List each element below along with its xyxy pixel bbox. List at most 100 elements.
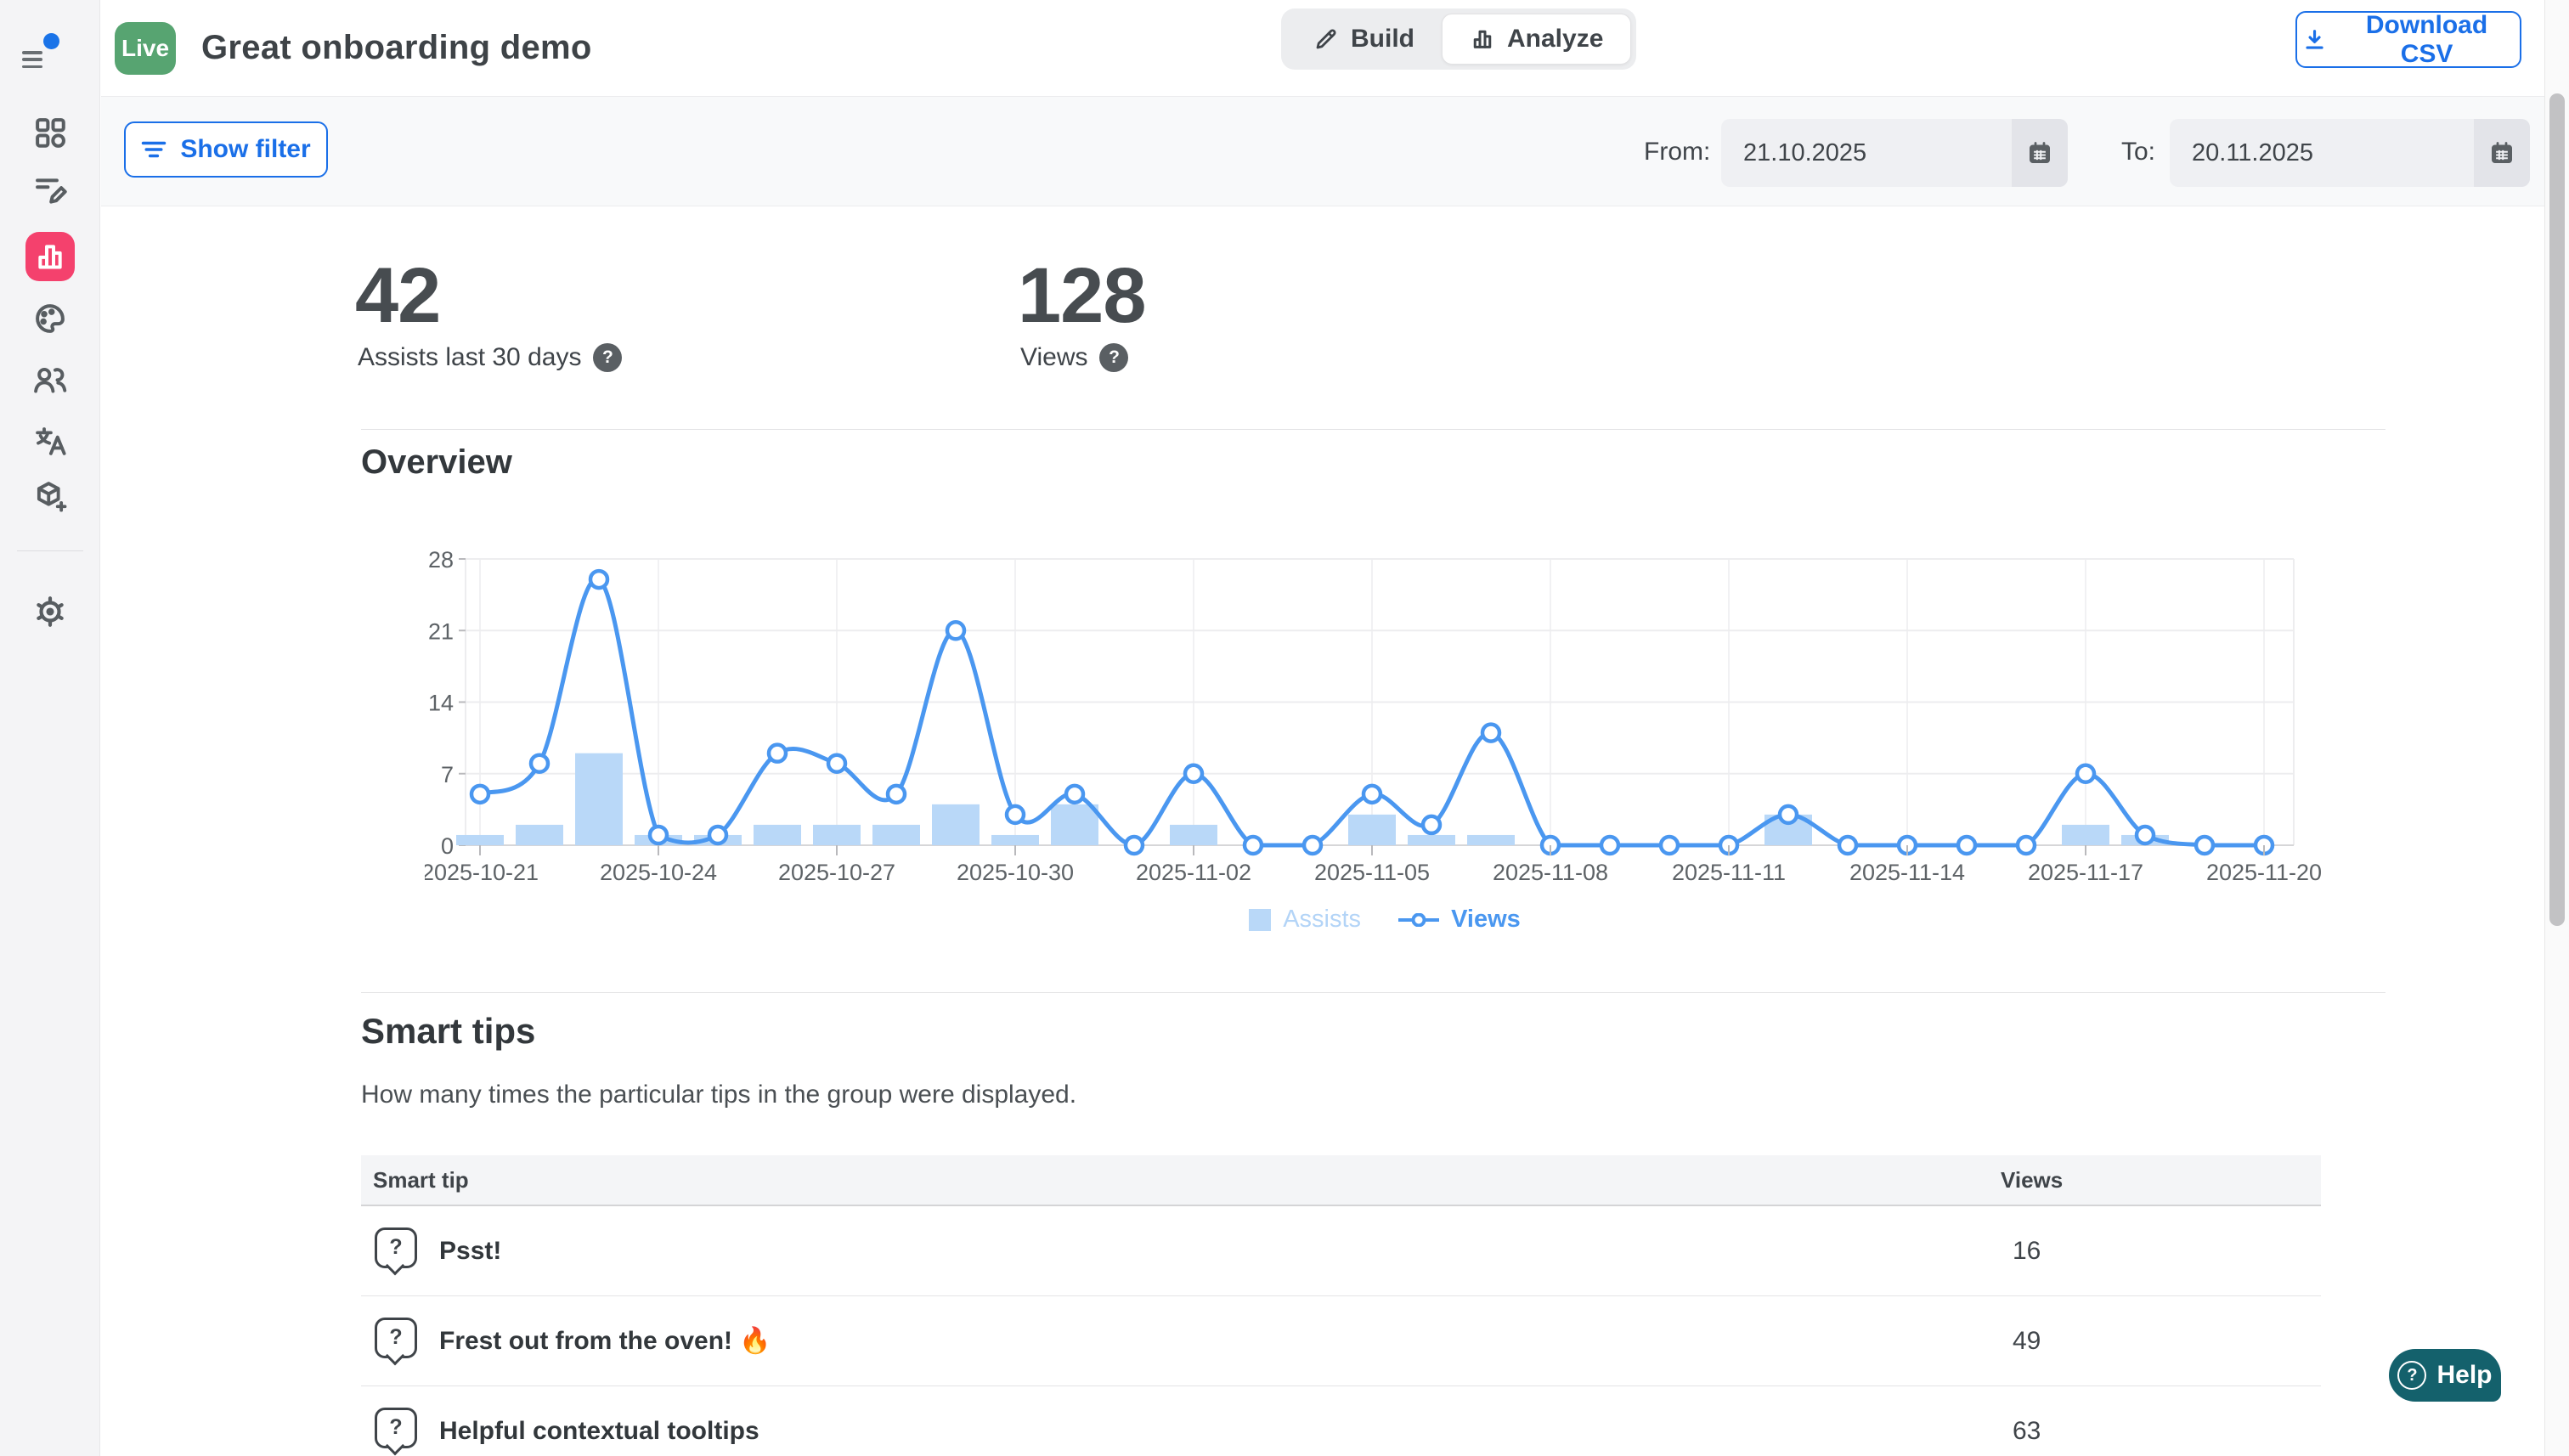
views-point[interactable] — [945, 620, 967, 641]
views-point[interactable] — [588, 568, 610, 590]
sidebar-item-integrations[interactable] — [0, 471, 100, 522]
scrollbar-track[interactable] — [2544, 0, 2569, 1456]
views-point[interactable] — [1480, 722, 1502, 743]
from-label: From: — [1644, 138, 1711, 166]
notification-dot — [43, 33, 59, 49]
views-point[interactable] — [1658, 834, 1680, 856]
views-point[interactable] — [1183, 763, 1205, 784]
column-header-views: Views — [2001, 1166, 2064, 1193]
header: Live Great onboarding demo Build Analyze… — [101, 0, 2544, 96]
sidebar-item-localization[interactable] — [0, 415, 100, 466]
table-header-row: Smart tip Views — [361, 1155, 2321, 1206]
assists-bar[interactable] — [991, 834, 1039, 845]
assists-bar[interactable] — [932, 804, 980, 845]
page-title: Great onboarding demo — [201, 29, 592, 66]
assists-bar[interactable] — [1051, 804, 1098, 845]
sidebar-divider — [17, 550, 83, 551]
sidebar-item-themes[interactable] — [0, 293, 100, 344]
assists-bar[interactable] — [1170, 824, 1217, 845]
views-point[interactable] — [1123, 834, 1145, 856]
assists-bar[interactable] — [872, 824, 920, 845]
views-point[interactable] — [766, 742, 788, 764]
users-icon — [34, 368, 67, 393]
filter-icon — [142, 141, 167, 158]
views-point[interactable] — [1956, 834, 1978, 856]
table-row[interactable]: ? Psst! 16 — [361, 1206, 2321, 1296]
views-point[interactable] — [647, 824, 669, 846]
views-point[interactable] — [2194, 834, 2216, 856]
tab-build-label: Build — [1351, 25, 1414, 53]
table-row[interactable]: ? Helpful contextual tooltips 63 — [361, 1386, 2321, 1456]
x-axis-label: 2025-11-02 — [1136, 860, 1251, 885]
views-point[interactable] — [528, 753, 550, 774]
tab-build[interactable]: Build — [1286, 14, 1442, 65]
to-label: To: — [2121, 138, 2156, 166]
question-badge-icon[interactable]: ? — [1099, 343, 1129, 372]
question-badge-icon[interactable]: ? — [593, 343, 623, 372]
assists-bar[interactable] — [2062, 824, 2109, 845]
show-filter-button[interactable]: Show filter — [124, 121, 328, 178]
section-divider — [361, 992, 2386, 993]
overview-heading: Overview — [361, 443, 512, 481]
assists-views-chart: 0 7 14 21 28 2025-10-21 2025-10-24 2025-10-27 20… — [421, 547, 2322, 885]
assists-bar[interactable] — [1408, 834, 1455, 845]
to-calendar-button[interactable] — [2474, 119, 2530, 187]
table-row[interactable]: ? Frest out from the oven! 🔥 49 — [361, 1296, 2321, 1386]
to-date-input[interactable]: 20.11.2025 — [2170, 119, 2530, 187]
chart-legend: Assists Views — [425, 906, 2345, 934]
svg-text:14: 14 — [428, 691, 454, 716]
views-point[interactable] — [1242, 834, 1264, 856]
assists-bar[interactable] — [516, 824, 563, 845]
sidebar-item-content[interactable] — [0, 163, 100, 214]
assists-bar[interactable] — [813, 824, 861, 845]
views-point[interactable] — [707, 824, 729, 846]
views-point[interactable] — [1599, 834, 1621, 856]
assists-bar[interactable] — [754, 824, 801, 845]
build-analyze-toggle: Build Analyze — [1281, 8, 1637, 70]
x-axis-label: 2025-10-30 — [957, 860, 1074, 885]
sidebar-item-dashboard[interactable] — [0, 107, 100, 158]
views-point[interactable] — [2134, 824, 2156, 846]
content-edit-icon — [36, 178, 67, 204]
from-date-value: 21.10.2025 — [1743, 138, 1867, 166]
assists-bar[interactable] — [456, 834, 504, 845]
from-calendar-button[interactable] — [2012, 119, 2068, 187]
help-button[interactable]: ? Help — [2389, 1349, 2501, 1402]
views-point[interactable] — [469, 783, 491, 805]
bar-chart-icon — [1473, 30, 1492, 48]
overview-chart[interactable]: 0 7 14 21 28 2025-10-21 2025-10-24 2025-10-27 20… — [421, 544, 2345, 900]
views-point[interactable] — [2015, 834, 2037, 856]
views-point[interactable] — [826, 753, 848, 774]
views-point[interactable] — [1837, 834, 1859, 856]
from-date-input[interactable]: 21.10.2025 — [1721, 119, 2068, 187]
views-point[interactable] — [1420, 814, 1443, 836]
legend-item-assists[interactable]: Assists — [1249, 906, 1361, 934]
to-date-value: 20.11.2025 — [2192, 138, 2313, 166]
views-point[interactable] — [1361, 783, 1383, 805]
assists-bar[interactable] — [1467, 834, 1515, 845]
download-csv-button[interactable]: Download CSV — [2295, 11, 2521, 68]
assists-swatch-icon — [1249, 908, 1272, 931]
sidebar-item-analytics-active[interactable] — [25, 232, 75, 281]
x-axis-label: 2025-10-27 — [778, 860, 895, 885]
assists-bar[interactable] — [1348, 814, 1396, 845]
views-point[interactable] — [1064, 783, 1086, 805]
x-axis-label: 2025-11-11 — [1672, 860, 1786, 885]
views-point[interactable] — [885, 783, 907, 805]
scrollbar-thumb[interactable] — [2549, 93, 2565, 926]
svg-text:28: 28 — [428, 547, 454, 573]
smart-tip-icon: ? — [373, 1227, 417, 1275]
gear-icon — [37, 596, 64, 627]
hamburger-icon[interactable] — [22, 51, 42, 68]
assists-bar[interactable] — [575, 753, 623, 845]
tab-analyze-label: Analyze — [1507, 25, 1604, 53]
stat-views-label-row: Views ? — [1020, 343, 1129, 372]
views-point[interactable] — [1777, 804, 1799, 826]
legend-item-views[interactable]: Views — [1398, 906, 1521, 934]
views-point[interactable] — [1004, 804, 1026, 826]
sidebar-item-settings[interactable] — [0, 586, 100, 637]
views-point[interactable] — [2075, 763, 2097, 784]
views-point[interactable] — [1301, 834, 1324, 856]
tab-analyze[interactable]: Analyze — [1442, 14, 1632, 65]
sidebar-item-users[interactable] — [0, 354, 100, 405]
